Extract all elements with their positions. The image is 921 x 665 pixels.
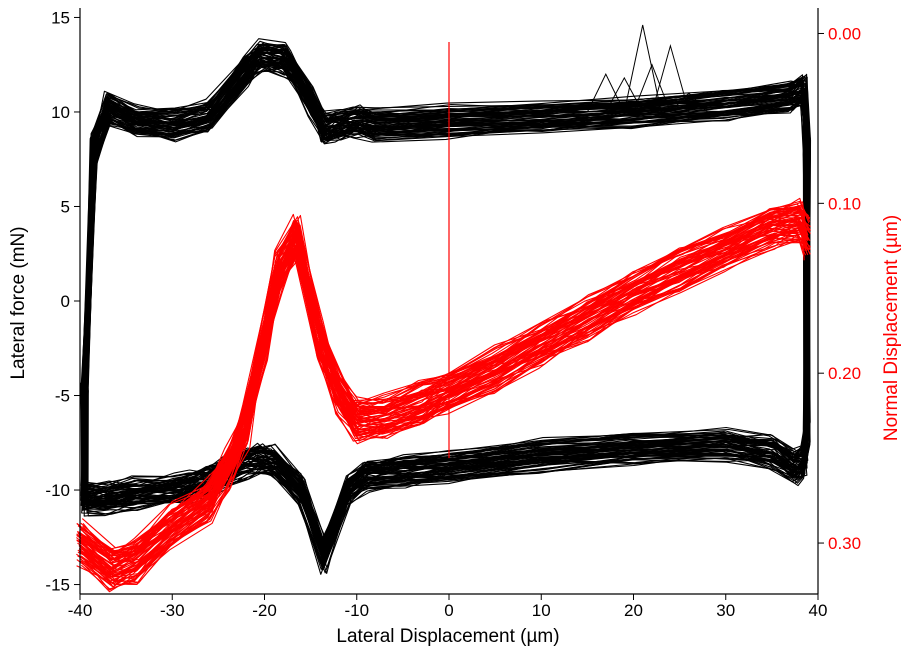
plot-area [76, 24, 812, 593]
series-line [82, 222, 805, 568]
y-right-tick-label: 0.20 [828, 364, 861, 383]
axes: -40 -30 -20 -10 0 10 20 30 40 15 10 5 0 -5 -10 -15 0.00 0… [45, 8, 861, 620]
x-tick-label: -40 [68, 601, 93, 620]
spike-line [623, 24, 662, 113]
spike-line [651, 43, 690, 113]
x-tick-label: -20 [252, 601, 277, 620]
y-left-tick-label: 15 [51, 8, 70, 27]
y-left-tick-label: -5 [55, 387, 70, 406]
spike-line [586, 73, 625, 113]
x-tick-label: 20 [624, 601, 643, 620]
spike-line [605, 76, 644, 113]
series-normal-displacement [76, 197, 812, 593]
series-line [80, 238, 807, 590]
y-left-tick-label: -10 [45, 481, 70, 500]
series-line [76, 238, 811, 586]
y-right-tick-label: 0.00 [828, 24, 861, 43]
x-tick-label: -10 [344, 601, 369, 620]
series-line [81, 232, 808, 584]
x-tick-label: 10 [532, 601, 551, 620]
y-left-tick-label: 10 [51, 103, 70, 122]
x-tick-label: 40 [809, 601, 828, 620]
y-left-tick-label: 0 [61, 292, 70, 311]
x-tick-label: 30 [716, 601, 735, 620]
series-line [79, 242, 805, 586]
y-right-tick-label: 0.10 [828, 194, 861, 213]
x-axis-title: Lateral Displacement (µm) [336, 626, 559, 647]
y-left-tick-label: 5 [61, 197, 70, 216]
y-axis-left-title: Lateral force (mN) [8, 226, 29, 379]
spike-line [633, 63, 671, 113]
lateral-force-spikes [586, 24, 708, 113]
y-axis-right-title: Normal Displacement (µm) [881, 215, 902, 441]
x-tick-label: -30 [160, 601, 185, 620]
spike-line [670, 92, 708, 113]
x-tick-label: 0 [444, 601, 453, 620]
series-line [78, 238, 804, 586]
y-right-tick-label: 0.30 [828, 534, 861, 553]
y-left-tick-label: -15 [45, 576, 70, 595]
